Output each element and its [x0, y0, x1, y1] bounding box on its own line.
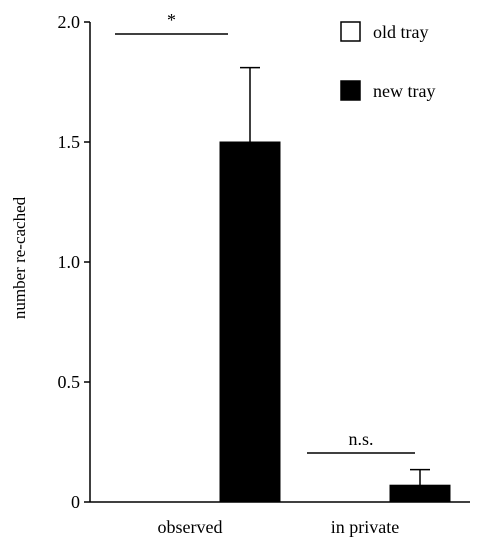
x-tick-label: in private: [331, 517, 399, 537]
significance-label: *: [167, 10, 176, 30]
x-tick-label: observed: [158, 517, 223, 537]
legend-swatch-new-tray: [340, 80, 361, 101]
x-axis-ticks: observed in private: [158, 517, 400, 537]
y-tick-label: 1.5: [58, 132, 81, 152]
significance-annotations: * n.s.: [115, 10, 415, 454]
legend-label: old tray: [373, 22, 429, 42]
error-bars: [240, 66, 430, 486]
legend-swatch-old-tray: [340, 21, 361, 42]
bar-new-tray: [219, 141, 281, 503]
y-axis-ticks: 0 0.5 1.0 1.5 2.0: [58, 12, 90, 512]
bar-new-tray: [389, 484, 451, 503]
legend: old tray new tray: [340, 21, 435, 101]
y-tick-label: 2.0: [58, 12, 81, 32]
legend-label: new tray: [373, 81, 435, 101]
y-tick-label: 0: [71, 492, 80, 512]
y-tick-label: 0.5: [58, 372, 81, 392]
y-axis-label: number re-cached: [10, 196, 29, 319]
significance-label: n.s.: [348, 429, 373, 449]
y-tick-label: 1.0: [58, 252, 81, 272]
bars: [219, 141, 451, 503]
